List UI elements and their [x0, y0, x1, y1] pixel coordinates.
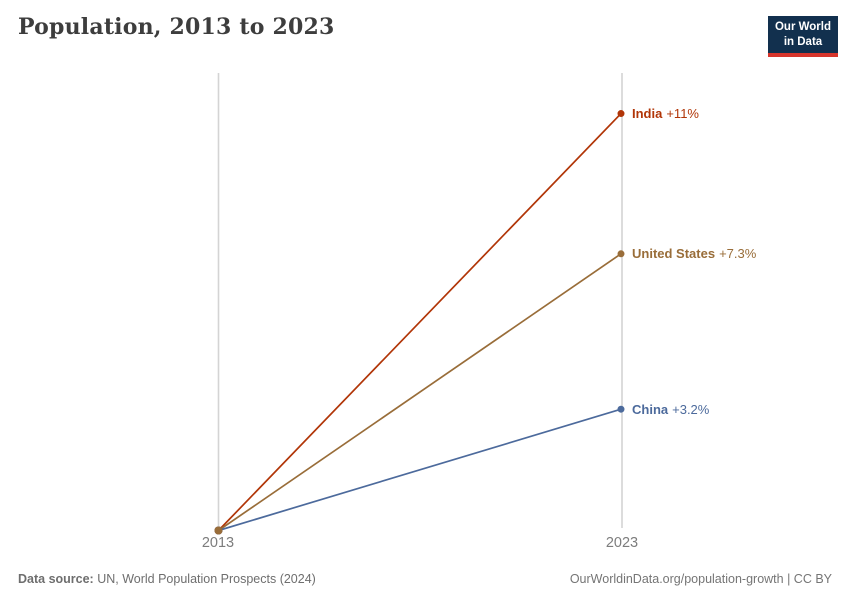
series-name: China — [632, 401, 669, 417]
data-source: Data source: UN, World Population Prospe… — [18, 572, 316, 586]
credit-link[interactable]: OurWorldinData.org/population-growth | C… — [569, 572, 832, 586]
owid-logo-line1: Our World — [774, 21, 831, 33]
data-source-text: UN, World Population Prospects (2024) — [93, 572, 316, 586]
series-change-value: +7.3% — [719, 246, 757, 262]
series-name: India — [632, 106, 663, 122]
chart-footer: Data source: UN, World Population Prospe… — [0, 568, 850, 586]
series-label-india[interactable]: India +11% — [632, 105, 699, 122]
chart-title: Population, 2013 to 2023 — [18, 14, 335, 40]
series-change-value: +11% — [666, 106, 699, 122]
owid-logo-line2: in Data — [783, 35, 823, 48]
x-axis-tick-2013: 2013 — [201, 535, 235, 551]
series-label-china[interactable]: China +3.2% — [632, 401, 709, 418]
series-change-value: +3.2% — [672, 401, 710, 417]
series-label-united-states[interactable]: United States +7.3% — [632, 245, 756, 262]
x-axis-tick-2023: 2023 — [605, 535, 639, 551]
data-source-label: Data source: — [18, 572, 94, 586]
series-name: United States — [632, 246, 716, 262]
owid-logo[interactable]: Our World in Data — [768, 16, 838, 57]
